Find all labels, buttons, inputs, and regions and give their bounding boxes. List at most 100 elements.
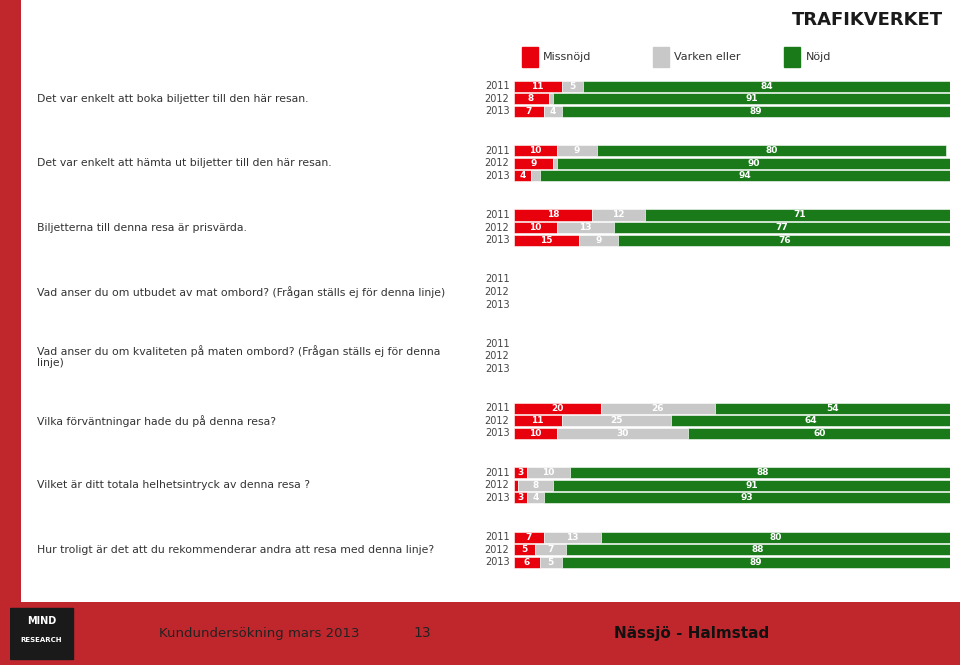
Text: 5: 5 bbox=[569, 82, 576, 90]
Bar bbox=[671, 416, 950, 426]
Text: 4: 4 bbox=[519, 172, 525, 180]
Text: 15: 15 bbox=[540, 235, 553, 245]
Text: 11: 11 bbox=[532, 82, 544, 90]
Bar bbox=[527, 467, 570, 478]
Bar bbox=[522, 47, 538, 66]
Text: 2011: 2011 bbox=[485, 532, 510, 542]
Text: 7: 7 bbox=[526, 107, 532, 116]
Bar bbox=[548, 93, 553, 104]
Bar bbox=[562, 416, 671, 426]
Text: 2013: 2013 bbox=[485, 493, 510, 503]
Text: 9: 9 bbox=[595, 235, 602, 245]
Bar bbox=[553, 158, 558, 169]
Bar bbox=[544, 492, 950, 503]
Bar bbox=[579, 235, 618, 246]
Text: 2012: 2012 bbox=[485, 480, 510, 490]
Text: 2011: 2011 bbox=[485, 81, 510, 91]
Bar bbox=[514, 467, 527, 478]
Text: Nöjd: Nöjd bbox=[805, 51, 830, 62]
Bar bbox=[10, 608, 73, 659]
Bar bbox=[514, 209, 592, 221]
Text: 13: 13 bbox=[580, 223, 592, 232]
Text: 54: 54 bbox=[827, 404, 839, 413]
Text: 5: 5 bbox=[521, 545, 528, 554]
Text: 9: 9 bbox=[574, 146, 580, 155]
Text: 26: 26 bbox=[652, 404, 664, 413]
Bar bbox=[544, 531, 601, 543]
Text: 10: 10 bbox=[529, 223, 541, 232]
Text: 76: 76 bbox=[779, 235, 791, 245]
Bar bbox=[566, 544, 950, 555]
Bar bbox=[570, 467, 955, 478]
Text: 2011: 2011 bbox=[485, 146, 510, 156]
Text: Vad anser du om kvaliteten på maten ombord? (Frågan ställs ej för denna
linje): Vad anser du om kvaliteten på maten ombo… bbox=[37, 344, 441, 368]
Text: 88: 88 bbox=[756, 468, 769, 477]
Bar bbox=[527, 492, 544, 503]
Text: 3: 3 bbox=[517, 468, 523, 477]
Bar bbox=[531, 170, 540, 182]
Bar bbox=[514, 93, 548, 104]
Text: 2012: 2012 bbox=[485, 94, 510, 104]
Text: 2012: 2012 bbox=[485, 545, 510, 555]
Text: 12: 12 bbox=[612, 210, 625, 219]
Text: Det var enkelt att boka biljetter till den här resan.: Det var enkelt att boka biljetter till d… bbox=[37, 94, 308, 104]
Bar bbox=[514, 80, 562, 92]
Text: 89: 89 bbox=[750, 107, 762, 116]
Text: Varken eller: Varken eller bbox=[674, 51, 741, 62]
Text: TRAFIKVERKET: TRAFIKVERKET bbox=[792, 11, 943, 29]
Text: Missnöjd: Missnöjd bbox=[543, 51, 591, 62]
Bar bbox=[544, 106, 562, 117]
Bar bbox=[540, 557, 562, 568]
Text: 2013: 2013 bbox=[485, 171, 510, 181]
Text: 2012: 2012 bbox=[485, 223, 510, 233]
Bar bbox=[514, 479, 518, 491]
Bar bbox=[540, 170, 950, 182]
Text: 93: 93 bbox=[741, 493, 754, 503]
Bar bbox=[614, 222, 950, 233]
Text: 2011: 2011 bbox=[485, 403, 510, 413]
Text: 2013: 2013 bbox=[485, 557, 510, 567]
Bar bbox=[596, 145, 946, 156]
Text: 3: 3 bbox=[517, 493, 523, 503]
Text: 2013: 2013 bbox=[485, 364, 510, 374]
Text: 8: 8 bbox=[528, 94, 534, 103]
Text: 13: 13 bbox=[566, 533, 579, 541]
Text: Vad anser du om utbudet av mat ombord? (Frågan ställs ej för denna linje): Vad anser du om utbudet av mat ombord? (… bbox=[37, 286, 445, 298]
Text: 60: 60 bbox=[813, 429, 826, 438]
Bar bbox=[514, 158, 553, 169]
Bar bbox=[557, 145, 596, 156]
Text: 30: 30 bbox=[616, 429, 629, 438]
Bar bbox=[514, 492, 527, 503]
Text: 6: 6 bbox=[523, 558, 530, 567]
Bar bbox=[601, 531, 950, 543]
Text: 91: 91 bbox=[745, 481, 758, 490]
Text: 64: 64 bbox=[804, 416, 817, 426]
Bar bbox=[584, 80, 950, 92]
Text: 7: 7 bbox=[526, 533, 532, 541]
Bar bbox=[784, 47, 800, 66]
Text: 2011: 2011 bbox=[485, 275, 510, 285]
Text: Biljetterna till denna resa är prisvärda.: Biljetterna till denna resa är prisvärda… bbox=[37, 223, 247, 233]
Text: 13: 13 bbox=[414, 626, 431, 640]
Bar bbox=[618, 235, 950, 246]
Bar bbox=[514, 222, 557, 233]
Text: 71: 71 bbox=[793, 210, 806, 219]
Text: 2011: 2011 bbox=[485, 467, 510, 477]
Bar bbox=[557, 158, 950, 169]
Text: 80: 80 bbox=[765, 146, 778, 155]
Bar bbox=[562, 557, 950, 568]
Bar bbox=[601, 403, 714, 414]
Text: 2012: 2012 bbox=[485, 158, 510, 168]
Bar bbox=[562, 80, 584, 92]
Text: RESEARCH: RESEARCH bbox=[20, 637, 62, 643]
Text: 20: 20 bbox=[551, 404, 564, 413]
Text: Hur troligt är det att du rekommenderar andra att resa med denna linje?: Hur troligt är det att du rekommenderar … bbox=[37, 545, 434, 555]
Text: 2011: 2011 bbox=[485, 210, 510, 220]
Bar bbox=[514, 428, 557, 439]
Bar bbox=[518, 479, 553, 491]
Text: Kundundersökning mars 2013: Kundundersökning mars 2013 bbox=[159, 627, 359, 640]
Text: 89: 89 bbox=[750, 558, 762, 567]
Bar bbox=[714, 403, 950, 414]
Text: 2013: 2013 bbox=[485, 300, 510, 310]
Text: 11: 11 bbox=[532, 416, 544, 426]
